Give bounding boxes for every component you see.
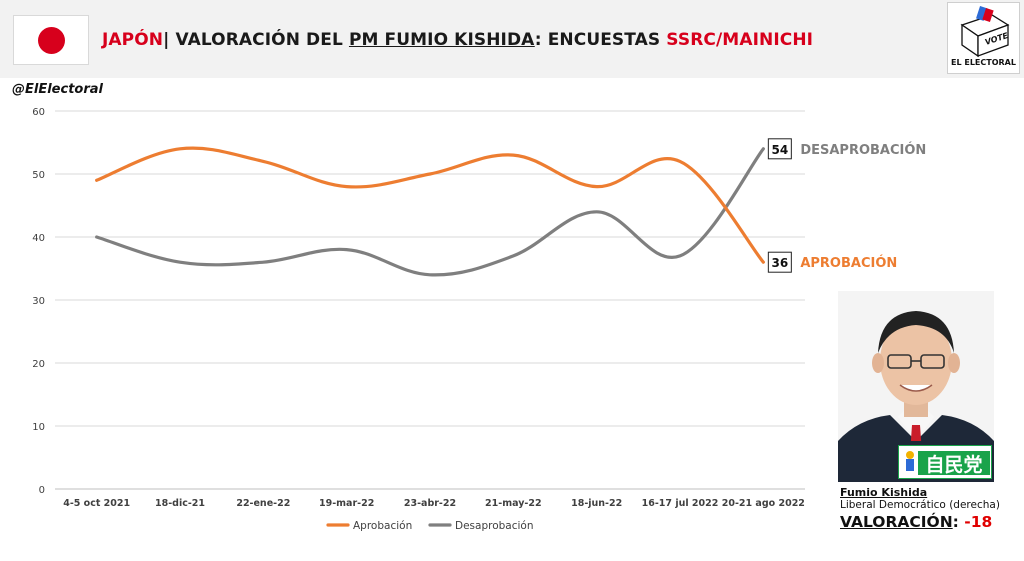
x-tick-label: 23-abr-22 xyxy=(404,498,456,509)
pm-photo: 自民党 xyxy=(838,291,994,482)
legend-label: Aprobación xyxy=(353,520,412,532)
y-tick-label: 20 xyxy=(32,359,45,370)
legend-label: Desaprobación xyxy=(455,520,534,532)
rating-label: VALORACIÓN xyxy=(840,513,953,531)
title-mid: ENCUESTAS xyxy=(547,30,661,50)
x-tick-label: 16-17 jul 2022 xyxy=(642,498,719,509)
rating-colon: : xyxy=(952,513,959,531)
el-electoral-logo: VOTE EL ELECTORAL xyxy=(947,2,1020,74)
page-title: JAPÓN| VALORACIÓN DEL PM FUMIO KISHIDA: … xyxy=(102,30,813,56)
y-tick-label: 30 xyxy=(32,296,45,307)
title-country: JAPÓN xyxy=(102,30,164,50)
series-line-aprobacion xyxy=(95,146,765,264)
japan-flag-icon xyxy=(13,15,89,65)
logo-name: EL ELECTORAL xyxy=(951,58,1016,67)
ballot-box-icon: VOTE xyxy=(960,6,1010,58)
series-end-tag: APROBACIÓN xyxy=(800,255,897,271)
series-end-tag: DESAPROBACIÓN xyxy=(800,142,926,158)
x-tick-label: 18-jun-22 xyxy=(571,498,622,509)
pm-name: Fumio Kishida xyxy=(840,486,928,499)
label-layer: 0 10 20 30 40 50 60 4-5 oct 2021 18-dic-21 22-ene… xyxy=(32,107,926,532)
x-tick-label: 4-5 oct 2021 xyxy=(63,498,130,509)
end-value-label: 54 xyxy=(771,143,788,157)
x-tick-label: 19-mar-22 xyxy=(319,498,374,509)
y-tick-label: 50 xyxy=(32,170,45,181)
series-layer xyxy=(95,146,765,277)
pm-rating: VALORACIÓN: -18 xyxy=(840,513,992,531)
x-tick-label: 21-may-22 xyxy=(485,498,542,509)
title-colon: : xyxy=(534,30,542,50)
ldp-logo-text: 自民党 xyxy=(925,453,982,476)
pm-party: Liberal Democrático (derecha) xyxy=(840,499,1000,511)
header-bar: JAPÓN| VALORACIÓN DEL PM FUMIO KISHIDA: … xyxy=(0,0,1024,78)
title-pollster: SSRC/MAINICHI xyxy=(666,30,814,50)
x-tick-label: 18-dic-21 xyxy=(155,498,205,509)
y-tick-label: 40 xyxy=(32,233,45,244)
end-value-label: 36 xyxy=(771,256,788,270)
x-tick-label: 20-21 ago 2022 xyxy=(722,498,805,509)
series-line-desaprobacion xyxy=(95,147,765,277)
grid-layer xyxy=(55,110,805,490)
ldp-party-logo: 自民党 xyxy=(898,445,992,479)
rating-value: -18 xyxy=(964,513,993,531)
y-tick-label: 0 xyxy=(39,485,45,496)
y-tick-label: 10 xyxy=(32,422,45,433)
twitter-handle: @ElElectoral xyxy=(12,82,103,97)
y-tick-label: 60 xyxy=(32,107,45,118)
title-separator: | xyxy=(163,30,170,50)
title-prefix: VALORACIÓN DEL xyxy=(175,30,343,50)
x-tick-label: 22-ene-22 xyxy=(236,498,290,509)
end-value-box xyxy=(767,138,792,160)
flag-disc xyxy=(38,27,65,54)
title-subject: PM FUMIO KISHIDA xyxy=(348,30,535,50)
end-value-box xyxy=(767,251,792,273)
